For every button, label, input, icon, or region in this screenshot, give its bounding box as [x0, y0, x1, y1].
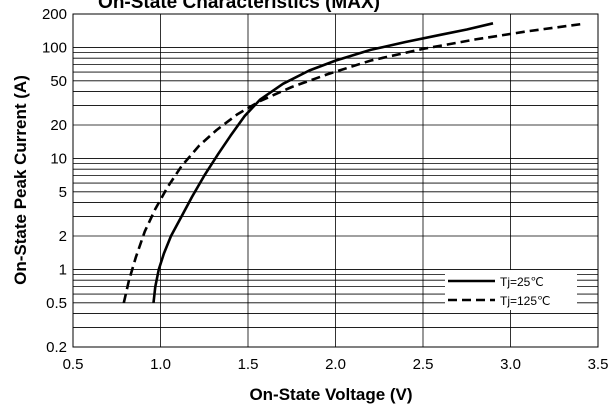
- grid: [73, 14, 598, 347]
- y-tick-label: 100: [42, 39, 67, 56]
- y-tick-label: 50: [50, 73, 67, 90]
- legend: Tj=25℃ Tj=125℃: [445, 270, 577, 310]
- legend-background: [445, 270, 577, 310]
- legend-label-125c: Tj=125℃: [500, 294, 551, 308]
- x-tick-label: 1.5: [238, 356, 259, 373]
- x-axis-label: On-State Voltage (V): [249, 385, 412, 404]
- y-tick-label: 0.2: [46, 339, 67, 356]
- y-tick-label: 10: [50, 150, 67, 167]
- x-tick-label: 3.5: [588, 356, 609, 373]
- x-tick-label: 2.5: [413, 356, 434, 373]
- y-tick-label: 0.5: [46, 295, 67, 312]
- y-tick-label: 2: [59, 228, 67, 245]
- series-line: [152, 22, 494, 303]
- series-line: [122, 22, 581, 304]
- plot-frame: [72, 13, 599, 348]
- x-tick-label: 1.0: [150, 356, 171, 373]
- y-tick-label: 5: [59, 184, 67, 201]
- y-tick-label: 1: [59, 261, 67, 278]
- chart-title: On-State Characteristics (MAX): [98, 0, 380, 13]
- x-tick-labels: 0.5 1.0 1.5 2.0 2.5 3.0 3.5: [63, 356, 609, 373]
- y-tick-labels: 0.2 0.5 1 2 5 10 20 50 100 200: [42, 6, 67, 356]
- data-series: [122, 22, 581, 304]
- y-tick-label: 200: [42, 6, 67, 23]
- x-tick-label: 0.5: [63, 356, 84, 373]
- y-axis-label: On-State Peak Current (A): [11, 75, 30, 285]
- y-tick-label: 20: [50, 117, 67, 134]
- x-tick-label: 2.0: [325, 356, 346, 373]
- x-tick-label: 3.0: [500, 356, 521, 373]
- legend-label-25c: Tj=25℃: [500, 275, 544, 289]
